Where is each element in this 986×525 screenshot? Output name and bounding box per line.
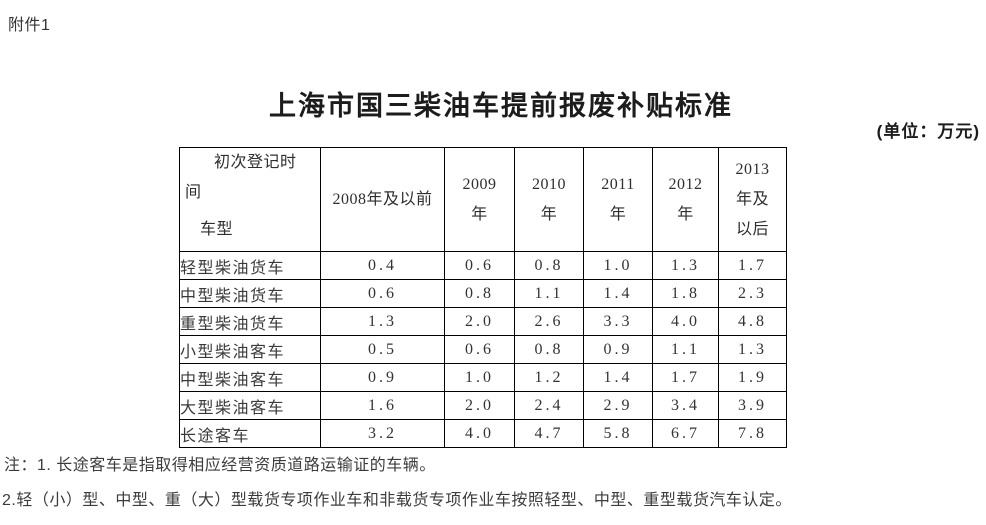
value-cell: 1.3 [718, 335, 787, 364]
value-cell: 0.4 [320, 251, 445, 280]
value-cell: 1.1 [652, 335, 719, 364]
table-header-row: 初次登记时 间 车型 2008年及以前 2009 年 2010 年 2011 年… [179, 147, 787, 252]
value-cell: 1.2 [514, 363, 584, 392]
column-header-2012: 2012 年 [652, 147, 719, 252]
value-cell: 1.9 [718, 363, 787, 392]
column-header-line: 2010 [532, 175, 566, 193]
value-cell: 6.7 [652, 419, 719, 448]
table-row: 轻型柴油货车 0.4 0.6 0.8 1.0 1.3 1.7 [179, 251, 787, 280]
value-cell: 0.8 [444, 279, 515, 308]
value-cell: 3.4 [652, 391, 719, 420]
column-header-line: 以后 [735, 220, 769, 238]
corner-header-line: 初次登记时 [214, 154, 297, 171]
column-header-line: 年 [609, 205, 627, 223]
value-cell: 0.5 [320, 335, 445, 364]
value-cell: 1.4 [583, 363, 653, 392]
note-1: 注：1. 长途客车是指取得相应经营资质道路运输证的车辆。 [4, 457, 436, 474]
row-label: 中型柴油客车 [179, 363, 321, 392]
column-header-line: 2008年及以前 [332, 190, 433, 208]
value-cell: 3.3 [583, 307, 653, 336]
column-header-2008: 2008年及以前 [320, 147, 445, 252]
attachment-label: 附件1 [8, 17, 51, 34]
note-2: 2.轻（小）型、中型、重（大）型载货专项作业车和非载货专项作业车按照轻型、中型、… [2, 492, 792, 509]
table-row: 小型柴油客车 0.5 0.6 0.8 0.9 1.1 1.3 [179, 335, 787, 364]
table-row: 重型柴油货车 1.3 2.0 2.6 3.3 4.0 4.8 [179, 307, 787, 336]
value-cell: 1.3 [320, 307, 445, 336]
table-row: 长途客车 3.2 4.0 4.7 5.8 6.7 7.8 [179, 419, 787, 448]
value-cell: 7.8 [718, 419, 787, 448]
value-cell: 1.3 [652, 251, 719, 280]
value-cell: 4.0 [444, 419, 515, 448]
value-cell: 1.8 [652, 279, 719, 308]
table-row: 大型柴油客车 1.6 2.0 2.4 2.9 3.4 3.9 [179, 391, 787, 420]
corner-header-line: 间 [185, 184, 202, 201]
value-cell: 0.6 [320, 279, 445, 308]
row-label: 大型柴油客车 [179, 391, 321, 420]
corner-header-line: 车型 [200, 221, 234, 238]
row-label: 重型柴油货车 [179, 307, 321, 336]
column-header-line: 年 [471, 205, 488, 223]
value-cell: 2.6 [514, 307, 584, 336]
column-header-line: 2009 [462, 175, 497, 193]
subsidy-table: 初次登记时 间 车型 2008年及以前 2009 年 2010 年 2011 年… [179, 147, 787, 448]
value-cell: 3.2 [320, 419, 445, 448]
value-cell: 2.3 [718, 279, 787, 308]
value-cell: 1.0 [583, 251, 653, 280]
value-cell: 2.0 [444, 391, 515, 420]
value-cell: 0.8 [514, 251, 584, 280]
value-cell: 4.0 [652, 307, 719, 336]
table-row: 中型柴油货车 0.6 0.8 1.1 1.4 1.8 2.3 [179, 279, 787, 308]
row-label: 中型柴油货车 [179, 279, 321, 308]
column-header-2009: 2009 年 [444, 147, 515, 252]
row-label: 小型柴油客车 [179, 335, 321, 364]
value-cell: 0.9 [320, 363, 445, 392]
value-cell: 0.9 [583, 335, 653, 364]
column-header-line: 年及 [735, 190, 769, 208]
value-cell: 1.7 [652, 363, 719, 392]
table-row: 中型柴油客车 0.9 1.0 1.2 1.4 1.7 1.9 [179, 363, 787, 392]
value-cell: 1.1 [514, 279, 584, 308]
value-cell: 1.0 [444, 363, 515, 392]
value-cell: 1.6 [320, 391, 445, 420]
value-cell: 1.4 [583, 279, 653, 308]
column-header-line: 年 [540, 205, 558, 223]
column-header-2010: 2010 年 [514, 147, 584, 252]
value-cell: 2.9 [583, 391, 653, 420]
corner-header-cell: 初次登记时 间 车型 [179, 147, 321, 252]
column-header-line: 2013 [735, 160, 770, 178]
value-cell: 0.8 [514, 335, 584, 364]
unit-note: (单位：万元) [876, 122, 980, 141]
value-cell: 2.0 [444, 307, 515, 336]
value-cell: 4.7 [514, 419, 584, 448]
column-header-line: 2011 [601, 175, 635, 193]
value-cell: 4.8 [718, 307, 787, 336]
column-header-2011: 2011 年 [583, 147, 653, 252]
row-label: 轻型柴油货车 [179, 251, 321, 280]
value-cell: 1.7 [718, 251, 787, 280]
value-cell: 3.9 [718, 391, 787, 420]
value-cell: 0.6 [444, 251, 515, 280]
page-title: 上海市国三柴油车提前报废补贴标准 [269, 91, 733, 121]
row-label: 长途客车 [179, 419, 321, 448]
column-header-2013: 2013 年及 以后 [718, 147, 787, 252]
column-header-line: 年 [677, 205, 694, 223]
value-cell: 5.8 [583, 419, 653, 448]
value-cell: 2.4 [514, 391, 584, 420]
column-header-line: 2012 [668, 175, 703, 193]
value-cell: 0.6 [444, 335, 515, 364]
